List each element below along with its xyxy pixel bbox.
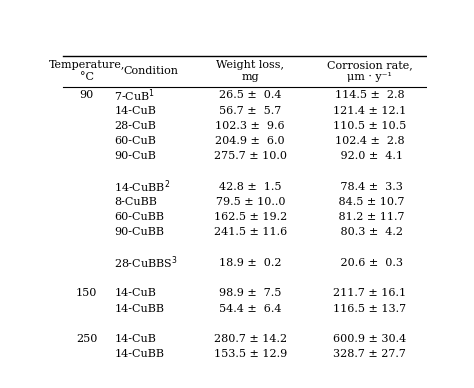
Text: Corrosion rate,
μm · y⁻¹: Corrosion rate, μm · y⁻¹ xyxy=(327,61,412,82)
Text: 116.5 ± 13.7: 116.5 ± 13.7 xyxy=(333,303,406,314)
Text: 92.0 ±  4.1: 92.0 ± 4.1 xyxy=(337,151,402,161)
Text: 280.7 ± 14.2: 280.7 ± 14.2 xyxy=(214,334,287,344)
Text: 275.7 ± 10.0: 275.7 ± 10.0 xyxy=(214,151,287,161)
Text: 114.5 ±  2.8: 114.5 ± 2.8 xyxy=(335,90,404,100)
Text: 54.4 ±  6.4: 54.4 ± 6.4 xyxy=(219,303,282,314)
Text: 14-CuB: 14-CuB xyxy=(114,288,156,298)
Text: 14-CuBB: 14-CuBB xyxy=(114,303,164,314)
Text: 81.2 ± 11.7: 81.2 ± 11.7 xyxy=(335,212,404,222)
Text: 250: 250 xyxy=(76,334,98,344)
Text: 162.5 ± 19.2: 162.5 ± 19.2 xyxy=(214,212,287,222)
Text: Temperature,
°C: Temperature, °C xyxy=(49,61,125,82)
Text: 84.5 ± 10.7: 84.5 ± 10.7 xyxy=(335,197,404,207)
Text: 60-CuBB: 60-CuBB xyxy=(114,212,164,222)
Text: 42.8 ±  1.5: 42.8 ± 1.5 xyxy=(219,182,282,192)
Text: 241.5 ± 11.6: 241.5 ± 11.6 xyxy=(214,227,287,237)
Text: 90: 90 xyxy=(80,90,94,100)
Text: 14-CuBB: 14-CuBB xyxy=(114,349,164,359)
Text: 90-CuB: 90-CuB xyxy=(114,151,156,161)
Text: 60-CuB: 60-CuB xyxy=(114,136,156,146)
Text: Condition: Condition xyxy=(124,66,179,76)
Text: 80.3 ±  4.2: 80.3 ± 4.2 xyxy=(337,227,402,237)
Text: 110.5 ± 10.5: 110.5 ± 10.5 xyxy=(333,121,406,131)
Text: 79.5 ± 10..0: 79.5 ± 10..0 xyxy=(216,197,285,207)
Text: 102.4 ±  2.8: 102.4 ± 2.8 xyxy=(335,136,404,146)
Text: 153.5 ± 12.9: 153.5 ± 12.9 xyxy=(214,349,287,359)
Text: 328.7 ± 27.7: 328.7 ± 27.7 xyxy=(333,349,406,359)
Text: 211.7 ± 16.1: 211.7 ± 16.1 xyxy=(333,288,406,298)
Text: 26.5 ±  0.4: 26.5 ± 0.4 xyxy=(219,90,282,100)
Text: 90-CuBB: 90-CuBB xyxy=(114,227,164,237)
Text: Weight loss,
mg: Weight loss, mg xyxy=(216,61,284,82)
Text: 102.3 ±  9.6: 102.3 ± 9.6 xyxy=(216,121,285,131)
Text: 28-CuBBS$^3$: 28-CuBBS$^3$ xyxy=(114,255,178,271)
Text: 20.6 ±  0.3: 20.6 ± 0.3 xyxy=(337,258,402,268)
Text: 56.7 ±  5.7: 56.7 ± 5.7 xyxy=(219,106,282,116)
Text: 78.4 ±  3.3: 78.4 ± 3.3 xyxy=(337,182,402,192)
Text: 204.9 ±  6.0: 204.9 ± 6.0 xyxy=(216,136,285,146)
Text: 18.9 ±  0.2: 18.9 ± 0.2 xyxy=(219,258,282,268)
Text: 28-CuB: 28-CuB xyxy=(114,121,156,131)
Text: 14-CuB: 14-CuB xyxy=(114,334,156,344)
Text: 7-CuB$^1$: 7-CuB$^1$ xyxy=(114,87,155,104)
Text: 98.9 ±  7.5: 98.9 ± 7.5 xyxy=(219,288,282,298)
Text: 121.4 ± 12.1: 121.4 ± 12.1 xyxy=(333,106,406,116)
Text: 600.9 ± 30.4: 600.9 ± 30.4 xyxy=(333,334,406,344)
Text: 14-CuB: 14-CuB xyxy=(114,106,156,116)
Text: 150: 150 xyxy=(76,288,98,298)
Text: 8-CuBB: 8-CuBB xyxy=(114,197,157,207)
Text: 14-CuBB$^2$: 14-CuBB$^2$ xyxy=(114,178,171,195)
